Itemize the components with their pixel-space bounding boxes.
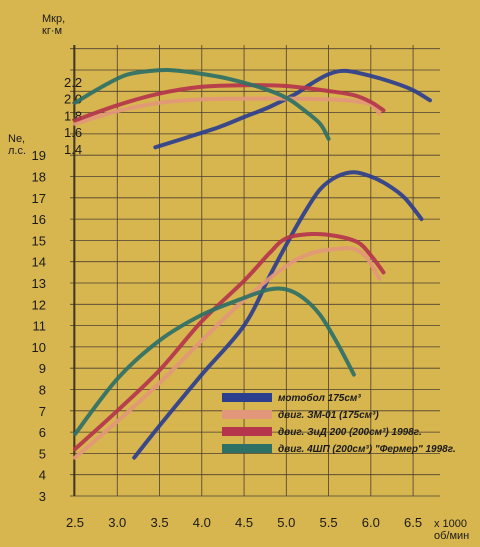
power-tick-label-1: 4 <box>39 468 46 483</box>
x-axis-unit: об/мин <box>434 530 469 542</box>
torque-axis-unit: кг·м <box>42 25 62 37</box>
power-axis-unit: л.с. <box>8 145 26 157</box>
legend-label-2: двиг. ЗиД 200 (200см³) 1998г. <box>278 427 422 438</box>
power-tick-label-7: 10 <box>32 340 46 355</box>
x-tick-label-8: 6.5 <box>404 515 422 530</box>
x-axis-title: x 1000 <box>434 518 467 530</box>
legend-swatch-3 <box>222 444 272 453</box>
legend-label-1: двиг. ЗМ-01 (175см³) <box>278 410 379 421</box>
series-0-torque-line <box>153 68 432 150</box>
power-tick-label-3: 6 <box>39 425 46 440</box>
power-axis-title: Ne, <box>8 133 25 145</box>
legend: мотобол 175см³ двиг. ЗМ-01 (175см³) двиг… <box>222 392 456 455</box>
legend-swatch-1 <box>222 410 272 419</box>
torque-axis-title: Мкр, <box>42 13 65 25</box>
x-tick-label-4: 4.5 <box>235 515 253 530</box>
x-tick-label-3: 4.0 <box>193 515 211 530</box>
torque-tick-label-1: 1.6 <box>64 125 82 140</box>
torque-tick-label-0: 1.4 <box>64 142 82 157</box>
torque-tick-label-4: 2.2 <box>64 75 82 90</box>
power-tick-label-5: 8 <box>39 383 46 398</box>
x-tick-label-7: 6.0 <box>362 515 380 530</box>
power-tick-label-13: 16 <box>32 212 46 227</box>
series-0-power-line <box>132 170 424 460</box>
series-1-power-line <box>73 246 382 460</box>
series-2-torque-line <box>73 83 386 123</box>
x-tick-label-1: 3.0 <box>108 515 126 530</box>
legend-swatch-2 <box>222 427 272 436</box>
series-1-torque-line <box>73 96 382 126</box>
power-tick-label-12: 15 <box>32 233 46 248</box>
power-tick-label-8: 11 <box>33 319 47 334</box>
power-tick-label-0: 3 <box>39 489 46 504</box>
series-3-torque-line <box>73 67 331 141</box>
power-tick-label-15: 18 <box>32 170 46 185</box>
power-tick-label-6: 9 <box>39 361 46 376</box>
power-tick-label-9: 12 <box>32 297 46 312</box>
x-tick-label-2: 3.5 <box>150 515 168 530</box>
axes: 2.5 3.0 3.5 4.0 4.5 5.0 5.5 6.0 6.5 3 4 5 6 7 8 9 10 11 12… <box>32 45 422 530</box>
legend-swatch-0 <box>222 393 272 402</box>
axis-labels: Мкр, кг·м Ne, л.с. x 1000 об/мин <box>8 13 469 542</box>
series-2-power-line <box>73 231 386 452</box>
power-tick-label-2: 5 <box>39 446 46 461</box>
x-tick-label-5: 5.0 <box>277 515 295 530</box>
series-3-power-line <box>73 286 356 437</box>
x-tick-label-6: 5.5 <box>320 515 338 530</box>
power-tick-label-16: 19 <box>32 148 46 163</box>
power-tick-label-11: 14 <box>32 255 46 270</box>
power-tick-label-10: 13 <box>32 276 46 291</box>
x-tick-label-0: 2.5 <box>66 515 84 530</box>
legend-label-3: двиг. 4ШП (200см³) "Фермер" 1998г. <box>278 444 456 455</box>
power-tick-label-14: 17 <box>32 191 46 206</box>
power-tick-label-4: 7 <box>39 404 46 419</box>
series-lines <box>73 67 432 460</box>
legend-label-0: мотобол 175см³ <box>278 392 361 404</box>
